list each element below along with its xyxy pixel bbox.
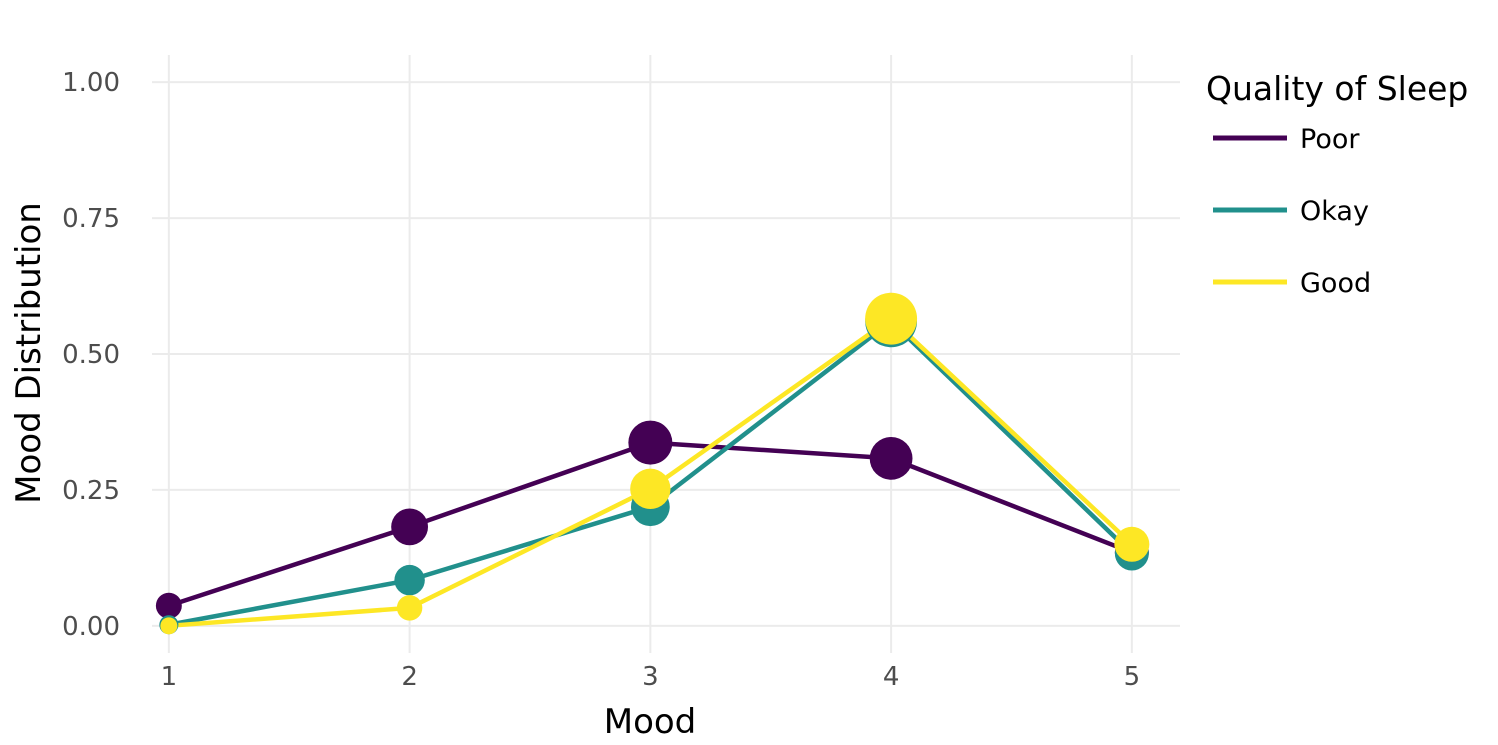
x-tick-label: 1 [161,662,178,692]
data-point-good [160,617,178,635]
legend-item-okay: Okay [1213,196,1369,227]
x-tick-label: 2 [401,662,418,692]
data-point-good [630,468,671,509]
grid-lines [152,55,1180,653]
data-point-poor [628,420,673,465]
y-tick-label: 0.00 [62,612,120,642]
y-axis-ticks: 0.00 0.25 0.50 0.75 1.00 [62,68,120,642]
y-axis-title: Mood Distribution [9,202,49,504]
series-points [155,292,1150,635]
x-tick-label: 4 [883,662,900,692]
y-tick-label: 0.50 [62,340,120,370]
legend-items: Poor Okay Good [1213,124,1371,299]
x-tick-label: 5 [1124,662,1141,692]
legend: Quality of Sleep Poor Okay Good [1206,69,1468,299]
data-point-poor [391,508,429,546]
data-point-poor [155,592,182,619]
legend-label-poor: Poor [1300,124,1360,155]
legend-item-poor: Poor [1213,124,1360,155]
data-point-poor [869,436,913,480]
y-tick-label: 1.00 [62,68,120,98]
data-point-good [1114,526,1150,562]
data-point-okay [394,564,425,596]
legend-label-okay: Okay [1300,196,1369,227]
data-point-good [865,292,918,345]
x-axis-ticks: 1 2 3 4 5 [161,662,1141,692]
y-tick-label: 0.25 [62,476,120,506]
legend-item-good: Good [1213,268,1371,299]
y-tick-label: 0.75 [62,204,120,234]
x-axis-title: Mood [604,702,697,741]
legend-title: Quality of Sleep [1206,69,1468,108]
x-tick-label: 3 [642,662,659,692]
data-point-good [396,595,423,621]
legend-label-good: Good [1300,268,1371,299]
